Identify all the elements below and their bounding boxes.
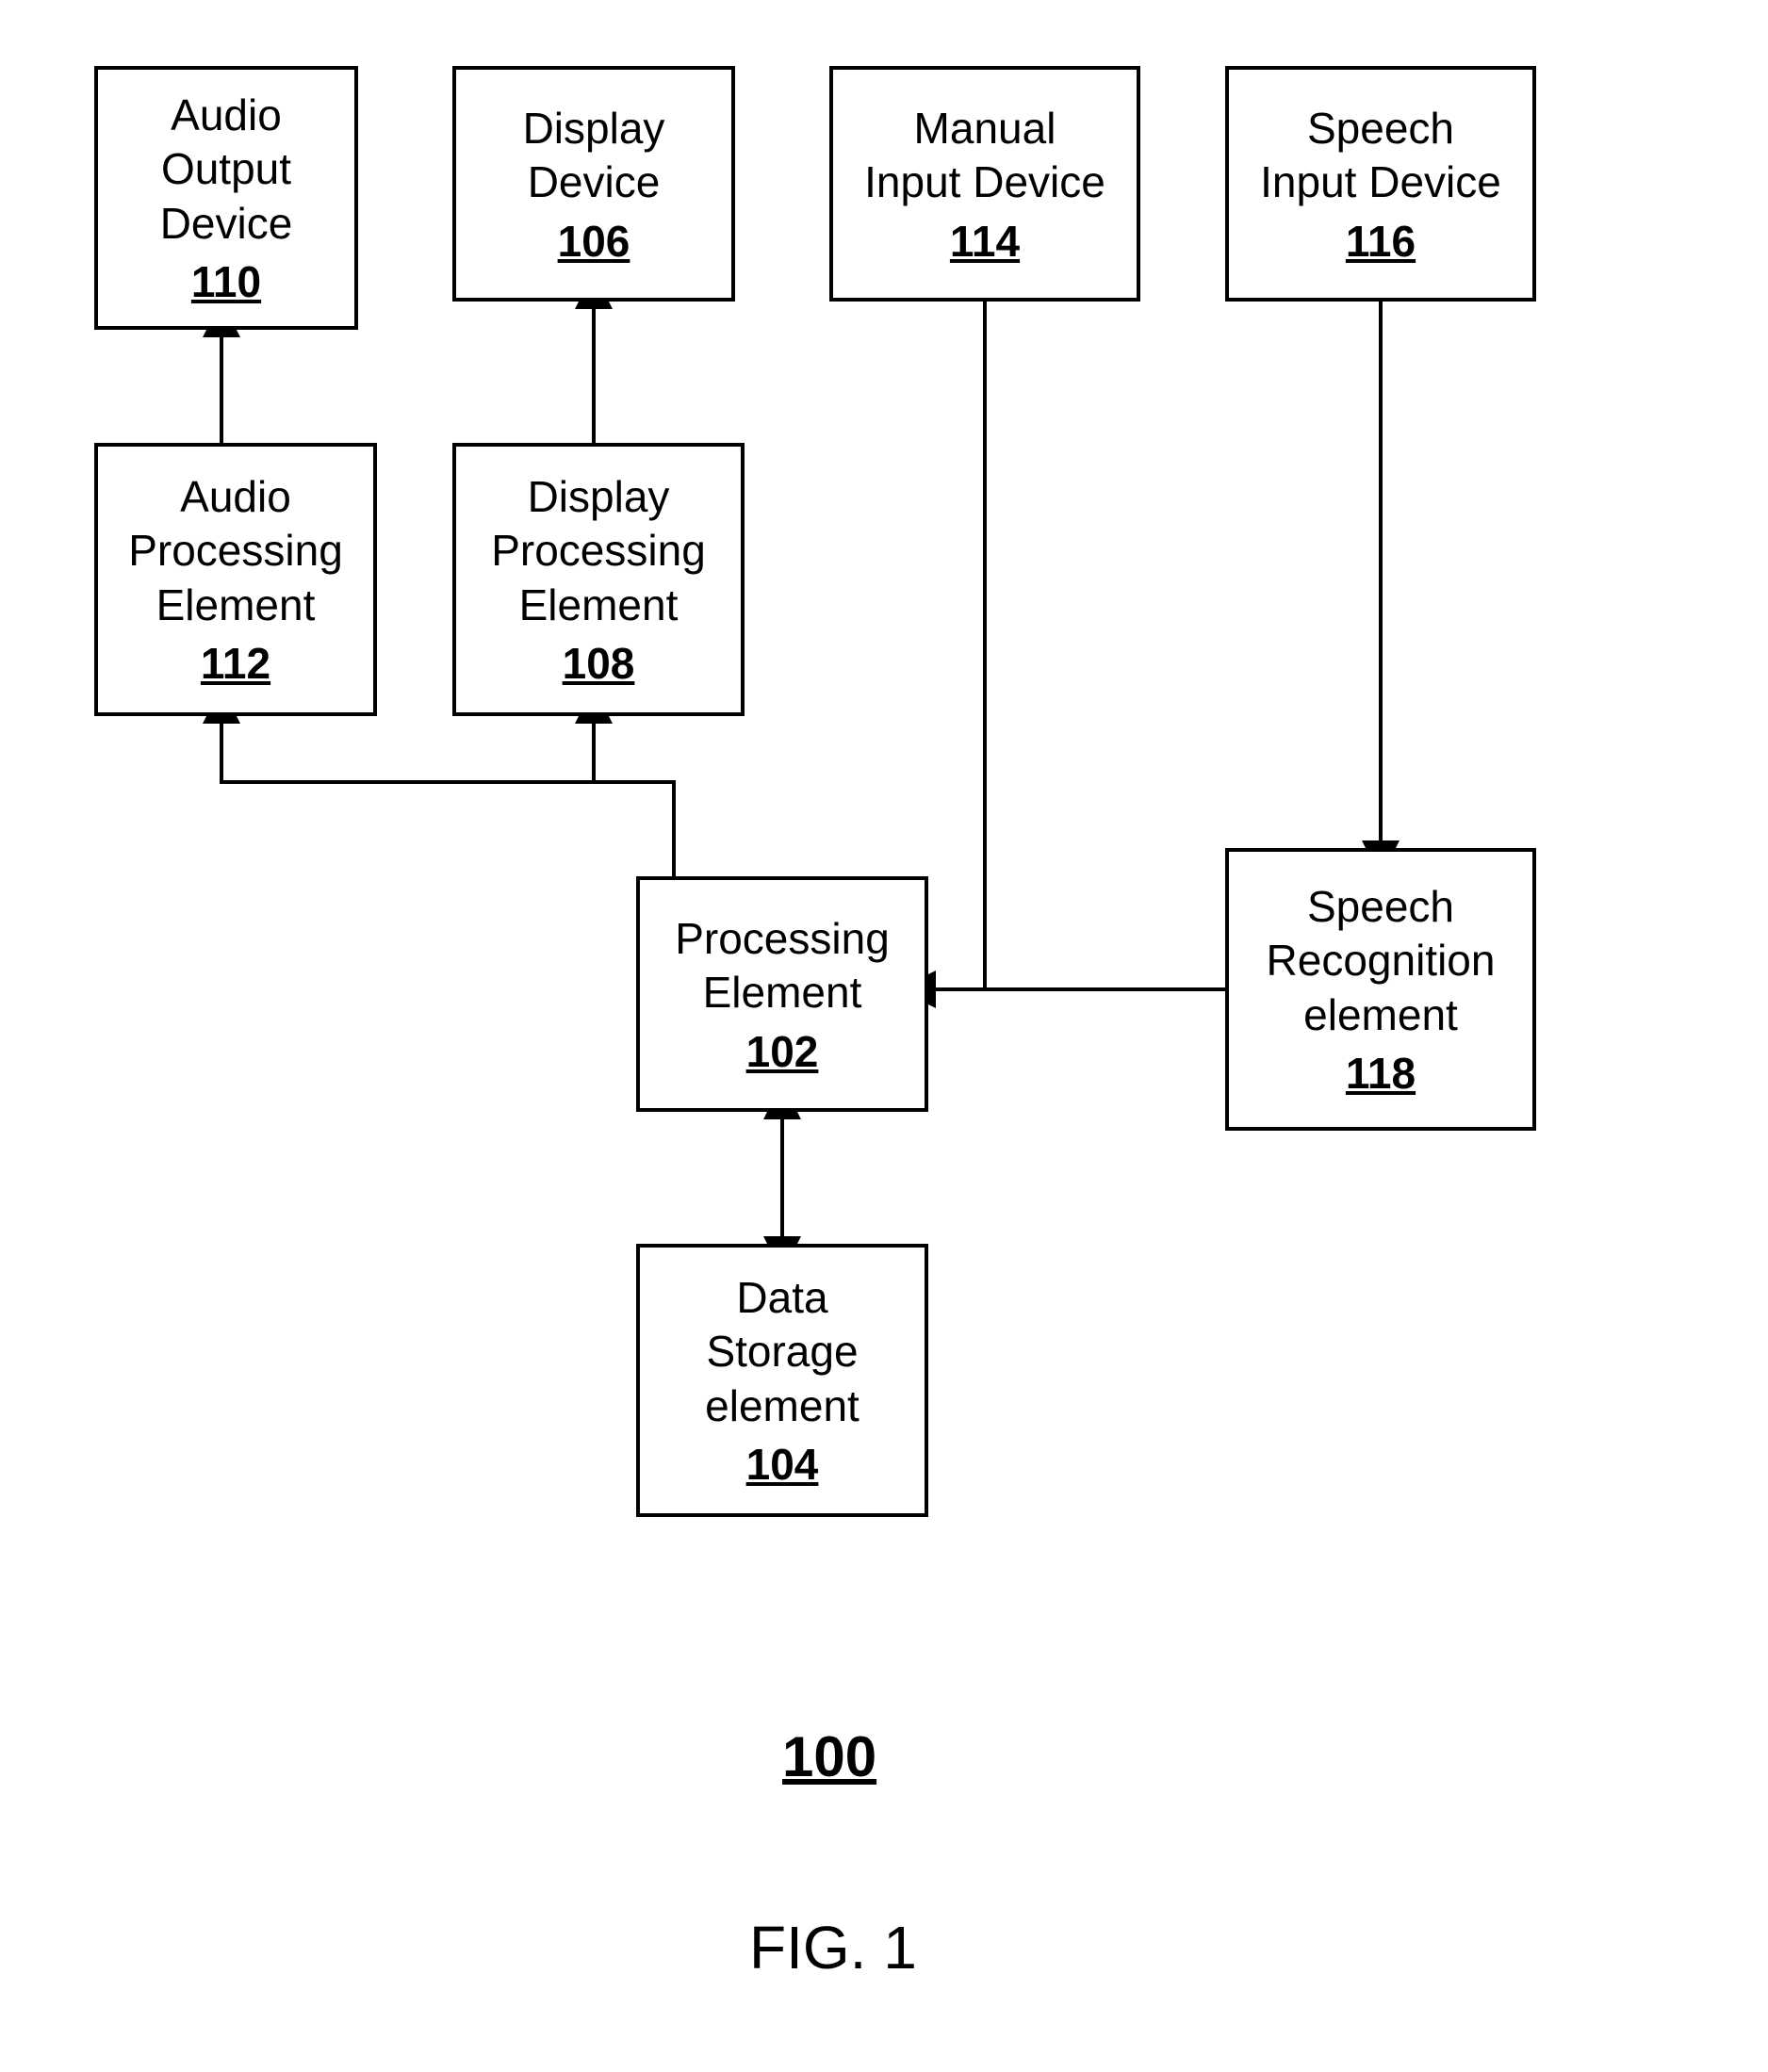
box-number: 112 bbox=[201, 638, 270, 689]
box-number: 118 bbox=[1346, 1048, 1416, 1099]
box-label: DataStorageelement bbox=[705, 1271, 859, 1434]
box-number: 104 bbox=[746, 1439, 819, 1490]
box-label: DisplayDevice bbox=[523, 102, 665, 210]
box-number: 108 bbox=[563, 638, 635, 689]
box-number: 106 bbox=[558, 216, 630, 267]
box-number: 114 bbox=[950, 216, 1020, 267]
box-label: AudioOutputDevice bbox=[160, 89, 293, 252]
box-label: SpeechInput Device bbox=[1260, 102, 1501, 210]
box-label: DisplayProcessingElement bbox=[491, 470, 706, 633]
box-processing-element: ProcessingElement 102 bbox=[636, 876, 928, 1112]
box-display-processing-element: DisplayProcessingElement 108 bbox=[452, 443, 745, 716]
box-manual-input-device: ManualInput Device 114 bbox=[829, 66, 1140, 302]
box-label: SpeechRecognitionelement bbox=[1267, 880, 1496, 1043]
box-data-storage-element: DataStorageelement 104 bbox=[636, 1244, 928, 1517]
box-label: ManualInput Device bbox=[864, 102, 1105, 210]
box-label: ProcessingElement bbox=[675, 912, 890, 1020]
figure-caption: FIG. 1 bbox=[749, 1913, 917, 1982]
box-speech-recognition-element: SpeechRecognitionelement 118 bbox=[1225, 848, 1536, 1131]
box-speech-input-device: SpeechInput Device 116 bbox=[1225, 66, 1536, 302]
box-number: 102 bbox=[746, 1026, 819, 1077]
box-audio-output-device: AudioOutputDevice 110 bbox=[94, 66, 358, 330]
box-number: 116 bbox=[1346, 216, 1416, 267]
box-display-device: DisplayDevice 106 bbox=[452, 66, 735, 302]
box-audio-processing-element: AudioProcessingElement 112 bbox=[94, 443, 377, 716]
box-label: AudioProcessingElement bbox=[128, 470, 343, 633]
box-number: 110 bbox=[191, 256, 261, 307]
figure-number: 100 bbox=[782, 1724, 876, 1789]
diagram-canvas: AudioOutputDevice 110 DisplayDevice 106 … bbox=[0, 0, 1768, 2072]
